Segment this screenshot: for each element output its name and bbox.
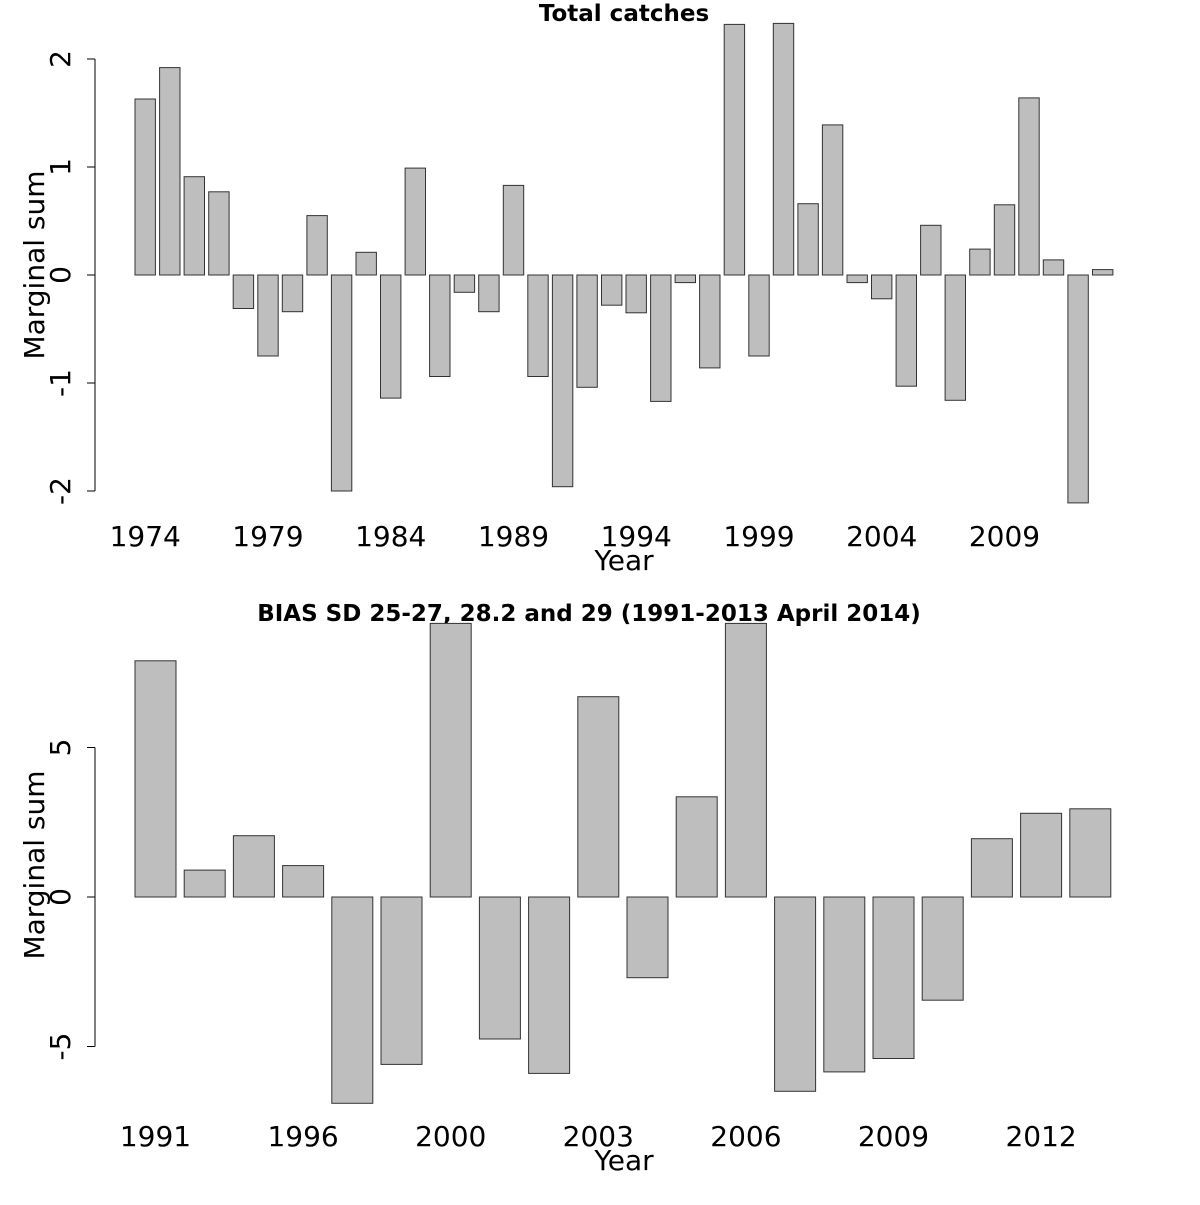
bar-1999 [748,274,770,357]
bar-1976 [183,176,206,276]
x-tick-label: 2004 [846,520,917,553]
bar-1988 [478,274,500,313]
bar-2003 [846,274,868,284]
bars [134,22,1114,504]
y-tick-label: 1 [44,158,77,176]
x-tick-label: 2003 [563,1120,634,1153]
bar-2000 [772,22,795,276]
bar-2006 [920,224,942,276]
bar-1983 [355,251,377,276]
bar-1975 [159,67,181,276]
bar-1994 [282,865,325,898]
bar-2011 [1042,259,1065,276]
bar-2012 [1067,274,1089,504]
x-tick-label: 1999 [723,520,794,553]
panel-total-catches: Total catches Year Marginal sum -2-1012 … [18,1,1114,577]
x-tick-label: 1991 [120,1120,191,1153]
bar-2005 [823,896,866,1073]
bar-1996 [380,896,423,1065]
x-axis-label: Year [593,1144,654,1177]
bar-1999 [528,896,571,1074]
bar-2002 [821,124,844,276]
bar-2004 [871,274,893,300]
bar-1974 [134,98,156,276]
bar-2008 [969,248,991,276]
bar-1997 [429,622,472,898]
bar-2001 [797,203,819,276]
y-axis: -2 -1 0 1 2 [44,50,96,505]
x-tick-label: 1979 [232,520,303,553]
bar-2001 [626,896,669,979]
y-tick-label: 2 [44,50,77,68]
bar-1978 [232,274,255,309]
bar-1992 [183,869,226,898]
bar-1993 [232,835,275,898]
bar-1995 [650,274,672,402]
y-tick-label: -2 [44,477,77,505]
x-tick-label: 1974 [110,520,181,553]
y-axis-label: Marginal sum [18,170,51,359]
x-tick-label: 1989 [478,520,549,553]
x-tick-label: 2009 [969,520,1040,553]
bars [134,622,1112,1104]
bar-1985 [404,167,427,276]
bar-2002 [675,796,718,898]
bar-2009 [993,204,1016,276]
bar-1996 [674,274,696,284]
bar-2005 [895,274,917,387]
x-tick-label: 2000 [415,1120,486,1153]
bar-2009 [1020,812,1063,898]
panel-bias: BIAS SD 25-27, 28.2 and 29 (1991-2013 Ap… [18,601,1112,1177]
bar-1981 [306,215,328,276]
x-tick-label: 2012 [1005,1120,1076,1153]
y-tick-label: 5 [44,739,77,757]
bar-2007 [944,274,966,401]
bar-1990 [527,274,549,377]
x-tick-label: 1994 [601,520,672,553]
bar-2007 [921,896,964,1001]
x-tick-label: 1996 [267,1120,338,1153]
bar-1993 [601,274,623,306]
bar-2006 [872,896,915,1059]
bar-2008 [970,838,1013,898]
x-axis-ticks: 1991 1996 2000 2003 2006 2009 2012 [120,1120,1077,1153]
y-tick-label: -1 [44,369,77,397]
bar-1982 [330,274,353,492]
y-tick-label: -5 [44,1033,77,1061]
bar-1998 [478,896,521,1040]
bar-1986 [429,274,451,377]
bar-1994 [625,274,647,314]
bar-2003 [724,622,767,898]
x-tick-label: 2006 [710,1120,781,1153]
chart-title: BIAS SD 25-27, 28.2 and 29 (1991-2013 Ap… [257,601,921,627]
bar-1989 [502,184,525,276]
bar-1991 [551,274,574,488]
y-tick-label: 0 [44,888,77,906]
bar-1980 [281,274,304,313]
x-axis-label: Year [593,544,654,577]
bar-1987 [453,274,476,293]
bar-2013 [1092,269,1114,276]
y-axis: -5 0 5 [44,739,96,1061]
x-tick-label: 1984 [355,520,426,553]
bar-1991 [134,660,177,898]
bar-1977 [208,191,230,276]
y-axis-label: Marginal sum [18,770,51,959]
x-axis-ticks: 1974 1979 1984 1989 1994 1999 2004 2009 [110,520,1041,553]
bar-1979 [257,274,279,357]
x-tick-label: 2009 [858,1120,929,1153]
bar-2010 [1018,97,1040,276]
bar-1997 [699,274,721,369]
bar-1995 [331,896,374,1104]
bar-2000 [577,696,620,898]
y-tick-label: 0 [44,266,77,284]
chart-title: Total catches [539,1,709,27]
bar-2004 [774,896,817,1092]
bar-1984 [380,274,402,399]
bar-1992 [576,274,598,388]
bar-2010 [1069,808,1112,898]
bar-1998 [723,23,746,276]
